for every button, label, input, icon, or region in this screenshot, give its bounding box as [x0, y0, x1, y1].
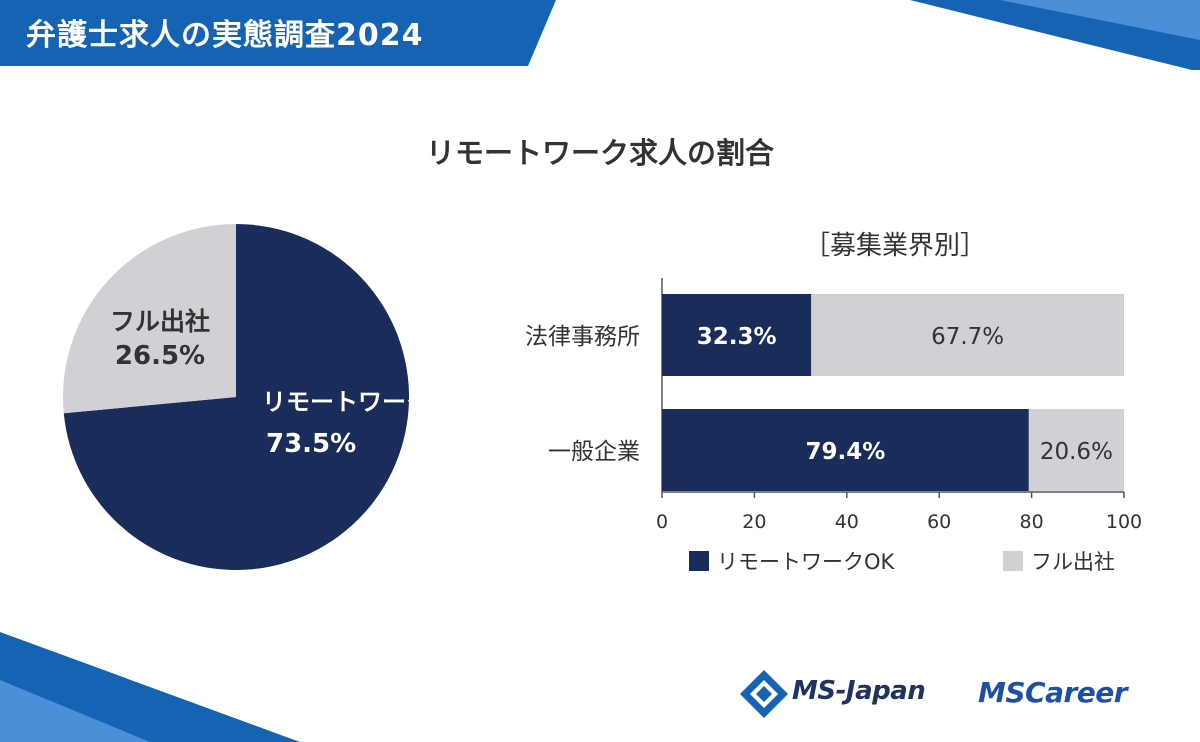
bar-segment-remote-ok: [662, 409, 1029, 491]
bar-data-label: 32.3%: [697, 324, 777, 350]
pie-label-remote-ok: リモートワークOK: [262, 388, 470, 416]
footer-stripe-left-light: [0, 680, 150, 742]
header-banner: [0, 0, 1200, 70]
x-tick-label: 60: [927, 511, 951, 533]
pie-slice-full-office: [63, 224, 237, 414]
bar-segment-full-office: [1028, 409, 1124, 491]
ms-japan-logo-icon: [740, 670, 788, 718]
chart-main-title: リモートワーク求人の割合: [425, 136, 774, 170]
bar-category-label: 法律事務所: [525, 324, 640, 350]
bar-chart-title: ［募集業界別］: [803, 231, 986, 261]
legend-label-full-office: フル出社: [1031, 550, 1115, 574]
x-tick-label: 40: [835, 511, 859, 533]
logo-area: MS-Japan MSCareer: [738, 668, 1178, 724]
banner-shape: [0, 0, 556, 66]
bar-segment-remote-ok: [662, 294, 812, 376]
x-tick-label: 20: [742, 511, 766, 533]
legend-label-remote-ok: リモートワークOK: [717, 550, 896, 574]
bar-segment-full-office: [811, 294, 1124, 376]
pie-value-full-office: 26.5%: [115, 341, 205, 371]
legend-swatch-remote-ok: [689, 551, 709, 571]
pie-value-remote-ok: 73.5%: [266, 429, 356, 459]
page-header-title: 弁護士求人の実態調査2024: [26, 18, 424, 53]
ms-career-logo: MSCareer: [978, 676, 1128, 709]
banner-stripe-right-light: [1000, 0, 1200, 40]
bar-data-label: 20.6%: [1040, 439, 1113, 465]
bar-data-label: 79.4%: [806, 439, 886, 465]
x-tick-label: 100: [1106, 511, 1142, 533]
x-tick-label: 80: [1020, 511, 1044, 533]
pie-label-full-office: フル出社: [110, 307, 210, 336]
pie-slice-remote-ok: [63, 224, 410, 570]
bar-data-label: 67.7%: [931, 324, 1004, 350]
ms-japan-logo: MS-Japan: [792, 676, 926, 706]
x-tick-label: 0: [656, 511, 668, 533]
legend-swatch-full-office: [1003, 551, 1023, 571]
bar-category-label: 一般企業: [548, 439, 640, 465]
